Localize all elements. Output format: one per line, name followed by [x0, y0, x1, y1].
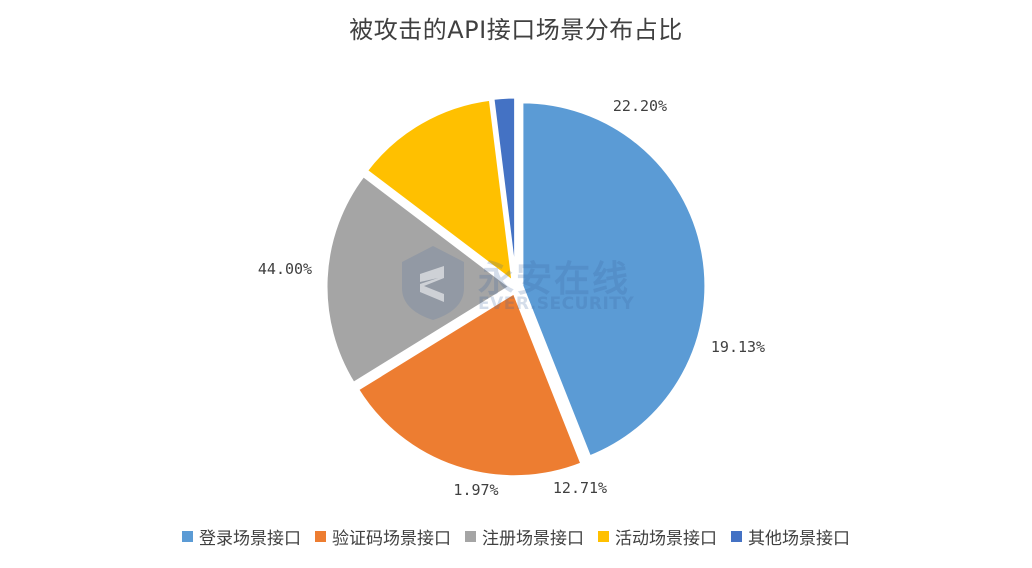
legend-label-register: 注册场景接口: [482, 529, 584, 549]
legend-swatch-other: [731, 531, 742, 542]
data-label-activity: 12.71%: [553, 479, 607, 497]
pie-slices: [324, 95, 708, 479]
legend-swatch-register: [465, 531, 476, 542]
legend-label-captcha: 验证码场景接口: [332, 529, 451, 549]
data-label-register: 19.13%: [711, 338, 765, 356]
legend-label-activity: 活动场景接口: [615, 529, 717, 549]
pie-data-labels: 44.00% 22.20% 19.13% 12.71% 1.97%: [258, 97, 765, 499]
legend: 登录场景接口 验证码场景接口 注册场景接口 活动场景接口 其他场景接口: [0, 524, 1032, 549]
chart-title: 被攻击的API接口场景分布占比: [349, 16, 683, 44]
data-label-login: 44.00%: [258, 260, 312, 278]
legend-label-login: 登录场景接口: [199, 529, 301, 549]
pie-slice-login: [520, 100, 708, 459]
legend-swatch-captcha: [315, 531, 326, 542]
legend-item-other: 其他场景接口: [731, 524, 850, 549]
legend-item-register: 注册场景接口: [465, 524, 584, 549]
watermark-text-en: EVER.SECURITY: [478, 294, 635, 314]
pie-slice-other: [491, 95, 518, 282]
legend-label-other: 其他场景接口: [748, 529, 850, 549]
legend-swatch-activity: [598, 531, 609, 542]
legend-item-captcha: 验证码场景接口: [315, 524, 451, 549]
shield-logo-icon: [402, 246, 464, 320]
pie-slice-register: [324, 173, 513, 386]
data-label-other: 1.97%: [453, 481, 498, 499]
watermark-text-cn: 永安在线: [478, 259, 631, 300]
pie-slice-captcha: [355, 290, 584, 479]
data-label-captcha: 22.20%: [613, 97, 667, 115]
legend-item-login: 登录场景接口: [182, 524, 301, 549]
pie-slice-activity: [364, 97, 515, 286]
legend-item-activity: 活动场景接口: [598, 524, 717, 549]
legend-swatch-login: [182, 531, 193, 542]
